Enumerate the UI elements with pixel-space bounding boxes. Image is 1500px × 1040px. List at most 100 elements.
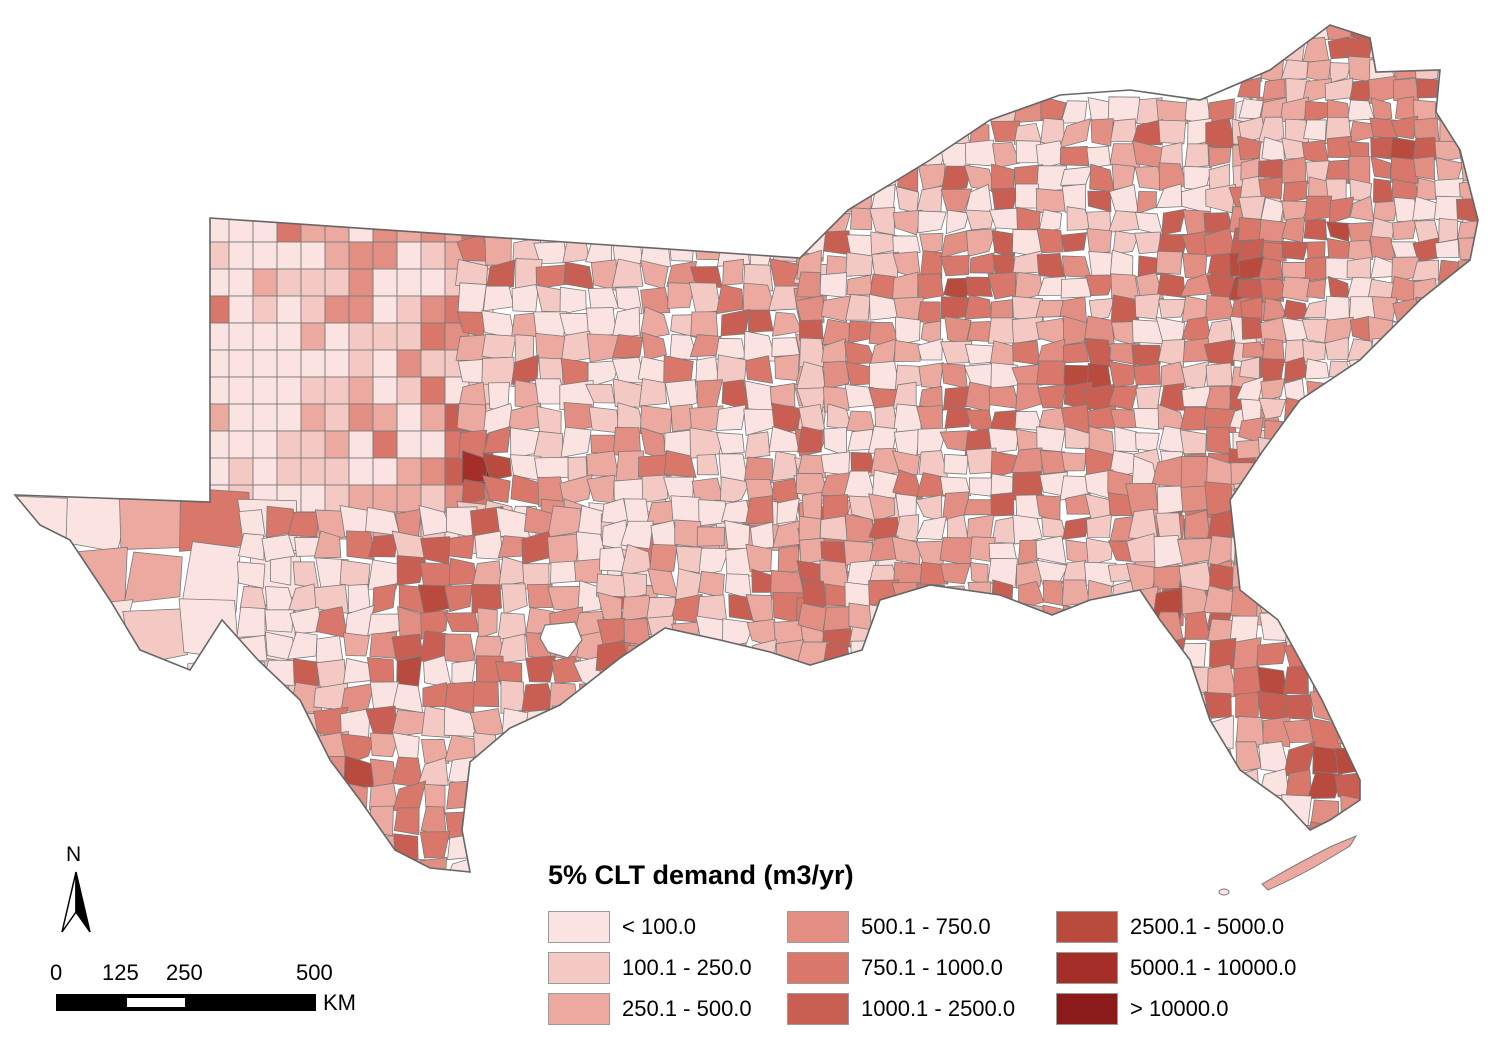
- county-polygon: [443, 633, 477, 664]
- county-polygon: [420, 349, 446, 378]
- county-polygon: [420, 268, 446, 297]
- county-polygon: [1129, 823, 1158, 848]
- county-polygon: [1150, 611, 1185, 644]
- county-polygon: [396, 214, 422, 243]
- county-polygon: [629, 756, 658, 789]
- county-polygon: [252, 376, 278, 405]
- county-polygon: [1059, 118, 1091, 149]
- county-polygon: [562, 235, 590, 264]
- county-polygon: [623, 617, 651, 647]
- county-polygon: [396, 322, 422, 351]
- county-polygon: [641, 474, 669, 505]
- county-polygon: [235, 858, 271, 872]
- county-polygon: [1062, 516, 1092, 540]
- county-polygon: [915, 98, 948, 125]
- county-polygon: [547, 585, 583, 612]
- county-polygon: [15, 545, 62, 605]
- county-polygon: [626, 810, 661, 837]
- county-polygon: [1434, 239, 1460, 258]
- county-polygon: [1127, 767, 1161, 802]
- county-polygon: [1258, 176, 1283, 199]
- scale-tick-500: 500: [296, 960, 333, 985]
- county-polygon: [1374, 25, 1394, 44]
- county-polygon: [1362, 615, 1395, 647]
- county-polygon: [696, 379, 724, 410]
- county-polygon: [638, 454, 672, 478]
- scale-unit: KM: [323, 990, 356, 1015]
- county-polygon: [523, 781, 557, 810]
- county-polygon: [917, 301, 942, 324]
- county-polygon: [1184, 611, 1211, 640]
- county-polygon: [1440, 315, 1463, 344]
- county-polygon: [242, 735, 269, 764]
- county-polygon: [1158, 119, 1187, 145]
- county-polygon: [639, 306, 670, 341]
- county-polygon: [1396, 421, 1413, 442]
- county-polygon: [481, 333, 517, 361]
- county-polygon: [850, 207, 873, 231]
- county-polygon: [1329, 62, 1352, 84]
- county-polygon: [1459, 319, 1478, 340]
- county-polygon: [1258, 561, 1287, 595]
- county-polygon: [870, 231, 897, 255]
- county-polygon: [626, 686, 660, 710]
- county-polygon: [521, 812, 551, 839]
- county-polygon: [795, 211, 822, 237]
- county-polygon: [990, 362, 1019, 391]
- county-polygon: [641, 331, 667, 361]
- county-polygon: [1327, 99, 1351, 123]
- county-polygon: [649, 663, 676, 697]
- county-polygon: [1254, 537, 1285, 567]
- county-polygon: [1352, 376, 1374, 403]
- county-polygon: [939, 476, 972, 497]
- county-polygon: [894, 606, 923, 633]
- county-polygon: [1284, 457, 1314, 488]
- county-polygon: [586, 474, 616, 504]
- county-polygon: [348, 403, 374, 432]
- county-polygon: [276, 457, 302, 486]
- county-polygon: [1209, 824, 1239, 851]
- county-polygon: [420, 322, 446, 351]
- county-polygon: [396, 457, 422, 486]
- county-polygon: [895, 493, 917, 518]
- county-polygon: [1372, 358, 1395, 378]
- county-polygon: [1228, 496, 1261, 521]
- county-polygon: [698, 639, 727, 671]
- county-polygon: [1328, 436, 1351, 462]
- county-polygon: [1359, 537, 1388, 569]
- county-polygon: [264, 609, 295, 633]
- county-polygon: [324, 322, 350, 351]
- county-polygon: [847, 428, 874, 451]
- county-polygon: [342, 836, 374, 865]
- county-polygon: [822, 164, 849, 192]
- county-polygon: [646, 639, 676, 671]
- county-polygon: [578, 758, 609, 790]
- county-polygon: [988, 207, 1019, 230]
- county-polygon: [988, 427, 1019, 454]
- county-polygon: [262, 857, 294, 872]
- county-polygon: [1280, 418, 1309, 442]
- legend-item-5: 750.1 - 1000.0: [787, 950, 1003, 986]
- county-polygon: [457, 282, 487, 315]
- county-polygon: [891, 120, 924, 142]
- county-polygon: [1036, 338, 1066, 365]
- county-polygon: [1089, 163, 1115, 193]
- county-polygon: [348, 268, 374, 297]
- county-polygon: [576, 731, 603, 763]
- county-polygon: [317, 784, 342, 810]
- legend-swatch-4: [787, 911, 849, 943]
- county-polygon: [745, 543, 773, 573]
- county-polygon: [964, 209, 995, 231]
- county-polygon: [1284, 612, 1312, 647]
- county-polygon: [1457, 258, 1478, 284]
- county-polygon: [796, 140, 825, 170]
- legend-label-3: 250.1 - 500.0: [622, 996, 752, 1021]
- county-polygon: [663, 210, 698, 237]
- county-polygon: [1151, 769, 1186, 800]
- county-polygon: [611, 211, 646, 241]
- county-polygon: [15, 495, 77, 557]
- county-polygon: [721, 642, 749, 671]
- county-polygon: [547, 757, 580, 789]
- county-polygon: [611, 334, 644, 359]
- county-polygon: [236, 606, 266, 638]
